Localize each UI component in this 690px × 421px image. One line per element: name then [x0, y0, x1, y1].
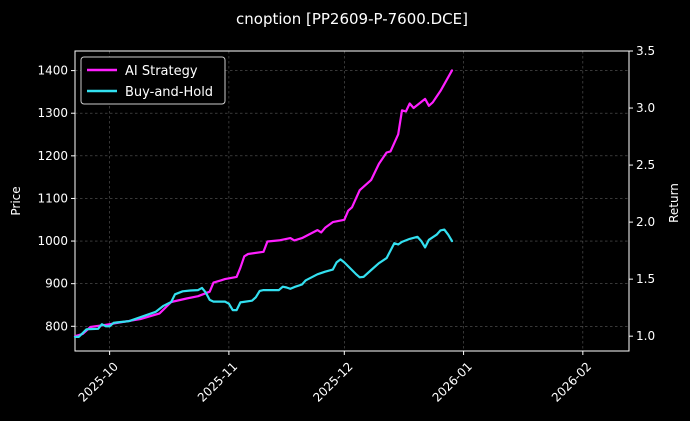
series-line-ai-strategy [73, 69, 454, 338]
chart-title: cnoption [PP2609-P-7600.DCE] [236, 10, 468, 28]
y-right-tick-label: 2.0 [636, 215, 655, 229]
y-left-tick-label: 1200 [37, 149, 68, 163]
y-right-tick-label: 2.5 [636, 158, 655, 172]
y-left-tick-label: 1000 [37, 234, 68, 248]
series-line-buy-and-hold [73, 228, 454, 338]
legend-label-ai-strategy: AI Strategy [125, 64, 198, 79]
legend: AI Strategy Buy-and-Hold [80, 56, 226, 105]
y-right-tick-label: 1.0 [636, 329, 655, 343]
y-right-tick-label: 1.5 [636, 272, 655, 286]
series-layer [73, 69, 454, 338]
y-left-tick-label: 900 [45, 277, 68, 291]
y-right-tick-label: 3.0 [636, 101, 655, 115]
y-right-tick-label: 3.5 [636, 44, 655, 58]
y-axis-right-title: Return [667, 183, 681, 223]
plot-frame [74, 50, 630, 352]
legend-label-buy-and-hold: Buy-and-Hold [125, 85, 213, 100]
y-left-tick-label: 1400 [37, 64, 68, 78]
grid-layer [75, 51, 629, 351]
y-axis-left-title: Price [9, 186, 23, 215]
y-left-tick-label: 1100 [37, 191, 68, 205]
y-left-tick-label: 1300 [37, 106, 68, 120]
y-left-tick-label: 800 [45, 319, 68, 333]
